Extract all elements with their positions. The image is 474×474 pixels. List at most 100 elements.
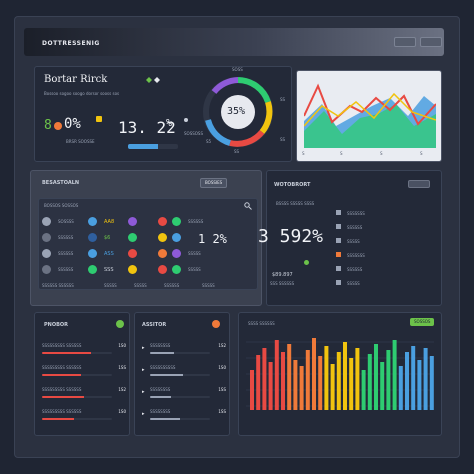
main-stat-unit: % (166, 118, 173, 129)
list-item[interactable]: SSSSSS (336, 256, 362, 275)
chevron-right-icon: ▸ (142, 389, 145, 395)
row-extra: SSSSS (188, 251, 201, 256)
bar (293, 360, 298, 410)
list-item-value: 1SS (218, 387, 226, 392)
bar (417, 360, 422, 410)
list-item-label: SSSSSSSSS SSSSSS (42, 365, 82, 370)
gauge-label-top: SOSS (232, 67, 243, 72)
list-item[interactable]: SSSSSSSSS SSSSSS 1S0 (42, 344, 126, 358)
square-icon (336, 224, 341, 229)
bar (405, 352, 409, 410)
list-item[interactable]: SSSSSS (336, 214, 362, 233)
bar-chart-button[interactable]: SOSSOS (410, 318, 435, 326)
list-b-rows: ▸ SSSSSSSS 1S2 ▸ SSSSSSSSSS 1S0 ▸ SSSSSS… (142, 344, 226, 428)
list-a-title: PNOBOR (44, 322, 69, 328)
globe-icon (88, 265, 97, 274)
list-item[interactable]: SSSSSSS (336, 242, 365, 261)
chart-icon (128, 265, 137, 274)
status-dot-icon (304, 260, 309, 265)
check-icon (172, 217, 181, 226)
gauge-label-bl: S5 (206, 139, 212, 144)
alert-icon (158, 249, 167, 258)
kpi-title: WOTOBRORT (274, 182, 311, 188)
list-item-label: SSSSSSSSS SSSSSS (42, 409, 82, 414)
close-button[interactable] (420, 37, 442, 47)
list-item[interactable]: SSSSSSSSS SSSSSS 1S2 (42, 388, 126, 402)
square-icon (336, 210, 341, 215)
kpi-menu-button[interactable] (408, 180, 430, 188)
row-label: SSSSSS (58, 267, 74, 272)
star-icon (158, 233, 167, 242)
row-label: SSSSSS (58, 235, 74, 240)
bar (324, 346, 329, 410)
bar (250, 370, 254, 410)
search-icon[interactable] (244, 202, 252, 210)
bar (287, 344, 292, 410)
table-rows: SOSSSS AA8 SSSSSS SSSSSS $6 SSSSSS ASS S… (42, 216, 232, 278)
bar (423, 348, 428, 410)
main-progress (128, 144, 178, 149)
list-a-rows: SSSSSSSSS SSSSSS 1S0 SSSSSSSSS SSSSSS 1S… (42, 344, 126, 428)
list-item-label: SSSSSSSS (150, 409, 171, 414)
footer-item: SSSSS (104, 283, 117, 288)
list-item[interactable]: SSSSSSSSS SSSSSS 1S0 (42, 410, 126, 424)
bar (299, 366, 304, 410)
row-extra: SSSSSS (188, 219, 204, 224)
list-item-label: SSSSSSSS (150, 387, 171, 392)
list-item[interactable]: ▸ SSSSSSSS 1S2 (142, 344, 226, 358)
main-stat: 13. 22 (118, 118, 176, 137)
list-item-label: SSSSSSSSS SSSSSS (42, 343, 82, 348)
list-item-bar (42, 396, 84, 398)
list-item-label: SSSSS (347, 281, 360, 286)
chart-icon (128, 249, 137, 258)
table-body (38, 198, 258, 290)
table-action-button[interactable]: BOSSIES (200, 178, 228, 188)
minimize-button[interactable] (394, 37, 416, 47)
list-item-value: 1SS (218, 409, 226, 414)
alert-icon (158, 217, 167, 226)
row-label: SSSSSS (58, 251, 74, 256)
bar (361, 370, 366, 410)
list-item[interactable]: ▸ SSSSSSSS 1SS (142, 410, 226, 424)
list-item[interactable]: SSSSS (336, 228, 360, 247)
x-tick-2: S (380, 151, 383, 156)
chart-icon (128, 217, 137, 226)
gauge-chart (200, 70, 276, 150)
list-item-bar (150, 352, 174, 354)
kpi-header: BSSSS SSSSS SSSS (276, 201, 315, 206)
table-row[interactable]: SSSSSS $6 (42, 232, 232, 244)
list-item-value: 1S0 (118, 343, 126, 348)
status-dots (146, 76, 160, 84)
table-row[interactable]: SOSSSS AA8 SSSSSS (42, 216, 232, 228)
row-value: $6 (104, 235, 111, 241)
bullet-text: SOSSOSS (184, 131, 203, 136)
table-row[interactable]: SSSSSS SSS SSSSS (42, 264, 232, 276)
user-icon (172, 249, 181, 258)
bar (392, 340, 397, 410)
table-footer: SSSSSS SSSSSS SSSSS SSSSS SSSSSS SSSSS (42, 284, 252, 290)
list-item-label: SSSSSSSSS SSSSSS (42, 387, 82, 392)
list-item[interactable]: ▸ SSSSSSSS 1SS (142, 388, 226, 402)
table-header: BOSSOS SOSSOS (44, 203, 79, 208)
bar (305, 350, 310, 410)
globe-icon (88, 233, 97, 242)
avatar (42, 217, 51, 226)
bar (262, 348, 267, 410)
bar (349, 358, 354, 410)
bar (268, 362, 273, 410)
row-label: SOSSSS (58, 219, 74, 224)
list-item[interactable]: SSSSSSS (336, 200, 365, 219)
list-item[interactable]: SSSSS (336, 270, 360, 289)
star-icon (96, 116, 102, 122)
list-item[interactable]: ▸ SSSSSSSSSS 1S0 (142, 366, 226, 380)
list-item[interactable]: SSSSSSSSS SSSSSS 1SS (42, 366, 126, 380)
table-row[interactable]: SSSSSS ASS SSSSS (42, 248, 232, 260)
list-item-label: SSSSSSSSSS (150, 365, 176, 370)
footer-item: SSSSSS SSSSSS (42, 283, 74, 288)
flame-icon (158, 265, 167, 274)
bar (380, 362, 385, 410)
chart-icon (128, 233, 137, 242)
square-icon (336, 266, 341, 271)
flame-icon (54, 122, 62, 130)
bar-chart-title: SSSS SSSSSS (248, 321, 275, 326)
